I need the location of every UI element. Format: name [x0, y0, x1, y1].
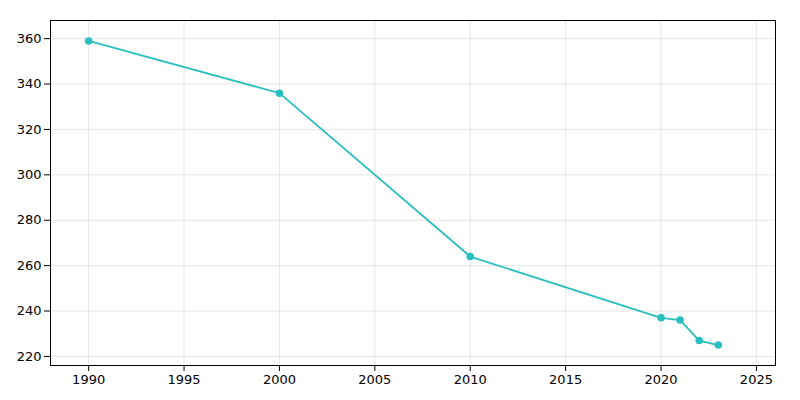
svg-text:220: 220 [17, 349, 42, 364]
svg-text:260: 260 [17, 258, 42, 273]
svg-text:360: 360 [17, 31, 42, 46]
svg-text:1995: 1995 [168, 372, 201, 387]
svg-text:300: 300 [17, 167, 42, 182]
svg-text:2015: 2015 [549, 372, 582, 387]
svg-text:2025: 2025 [740, 372, 773, 387]
svg-text:280: 280 [17, 212, 42, 227]
svg-text:240: 240 [17, 303, 42, 318]
svg-text:2010: 2010 [454, 372, 487, 387]
svg-text:2000: 2000 [263, 372, 296, 387]
svg-text:320: 320 [17, 122, 42, 137]
svg-text:2005: 2005 [358, 372, 391, 387]
svg-text:2020: 2020 [644, 372, 677, 387]
svg-text:1990: 1990 [72, 372, 105, 387]
svg-text:340: 340 [17, 76, 42, 91]
